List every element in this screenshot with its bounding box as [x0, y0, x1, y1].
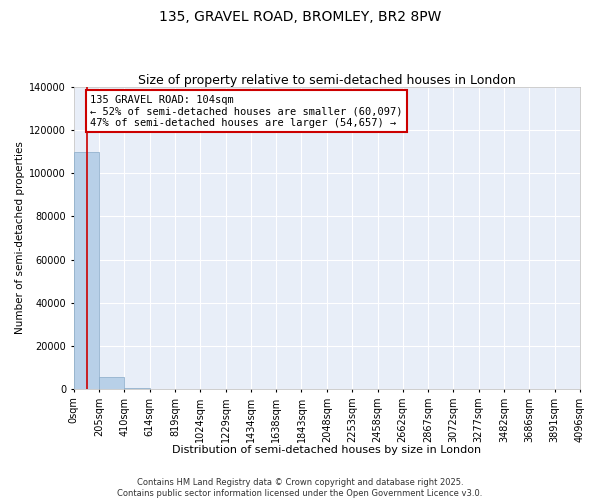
Text: Contains HM Land Registry data © Crown copyright and database right 2025.
Contai: Contains HM Land Registry data © Crown c… [118, 478, 482, 498]
Bar [74, 152, 99, 389]
Title: Size of property relative to semi-detached houses in London: Size of property relative to semi-detach… [138, 74, 516, 87]
X-axis label: Distribution of semi-detached houses by size in London: Distribution of semi-detached houses by … [172, 445, 481, 455]
Text: 135 GRAVEL ROAD: 104sqm
← 52% of semi-detached houses are smaller (60,097)
47% o: 135 GRAVEL ROAD: 104sqm ← 52% of semi-de… [90, 94, 403, 128]
Bar [99, 377, 124, 389]
Text: 135, GRAVEL ROAD, BROMLEY, BR2 8PW: 135, GRAVEL ROAD, BROMLEY, BR2 8PW [159, 10, 441, 24]
Bar [124, 388, 149, 389]
Y-axis label: Number of semi-detached properties: Number of semi-detached properties [15, 142, 25, 334]
